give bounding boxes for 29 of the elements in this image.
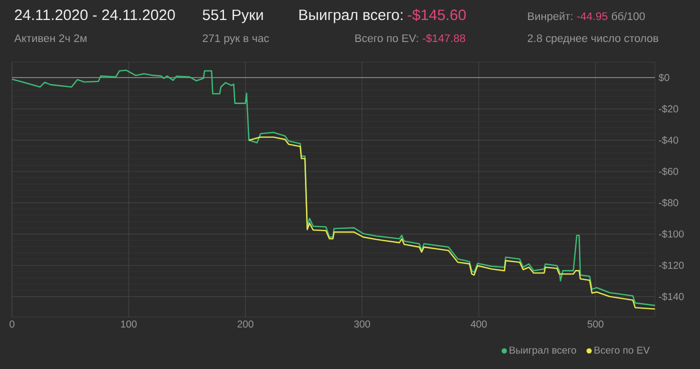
y-tick-label: -$60 <box>658 167 678 176</box>
legend-label: Выиграл всего <box>510 346 576 356</box>
y-tick-label: $0 <box>658 74 670 82</box>
x-tick-label: 200 <box>238 320 254 328</box>
y-tick-label: -$80 <box>658 198 678 207</box>
text: Всего по EV: <box>355 34 418 42</box>
y-tick-label: -$120 <box>658 261 684 270</box>
legend-label: Всего по EV <box>594 346 650 354</box>
y-tick-label: -$100 <box>658 230 684 238</box>
line-series <box>12 70 656 306</box>
x-tick-label: 300 <box>354 320 370 328</box>
y-tick-label: -$40 <box>658 136 678 144</box>
text: Винрейт: <box>528 12 572 22</box>
text: бб/100 <box>612 12 645 20</box>
y-tick-label: -$20 <box>658 104 678 113</box>
x-tick-label: 100 <box>121 320 137 328</box>
x-tick-label: 400 <box>470 320 487 328</box>
x-tick-label: 500 <box>588 320 604 328</box>
text: -$147.88 <box>422 34 466 43</box>
chart-subtitle: Активен 2ч 2м <box>14 34 86 42</box>
text: 2.8 среднее число столов <box>528 34 658 44</box>
x-tick-label: 0 <box>10 320 14 328</box>
text: 271 рук в час <box>202 34 269 44</box>
text: 551 Руки <box>202 10 263 24</box>
chart-title: 24.11.2020 - 24.11.2020 <box>14 10 175 20</box>
text: -44.95 <box>577 12 608 20</box>
text: -$145.60 <box>408 8 466 22</box>
y-tick-label: -$140 <box>658 292 684 301</box>
text: Выиграл всего: <box>299 10 402 24</box>
